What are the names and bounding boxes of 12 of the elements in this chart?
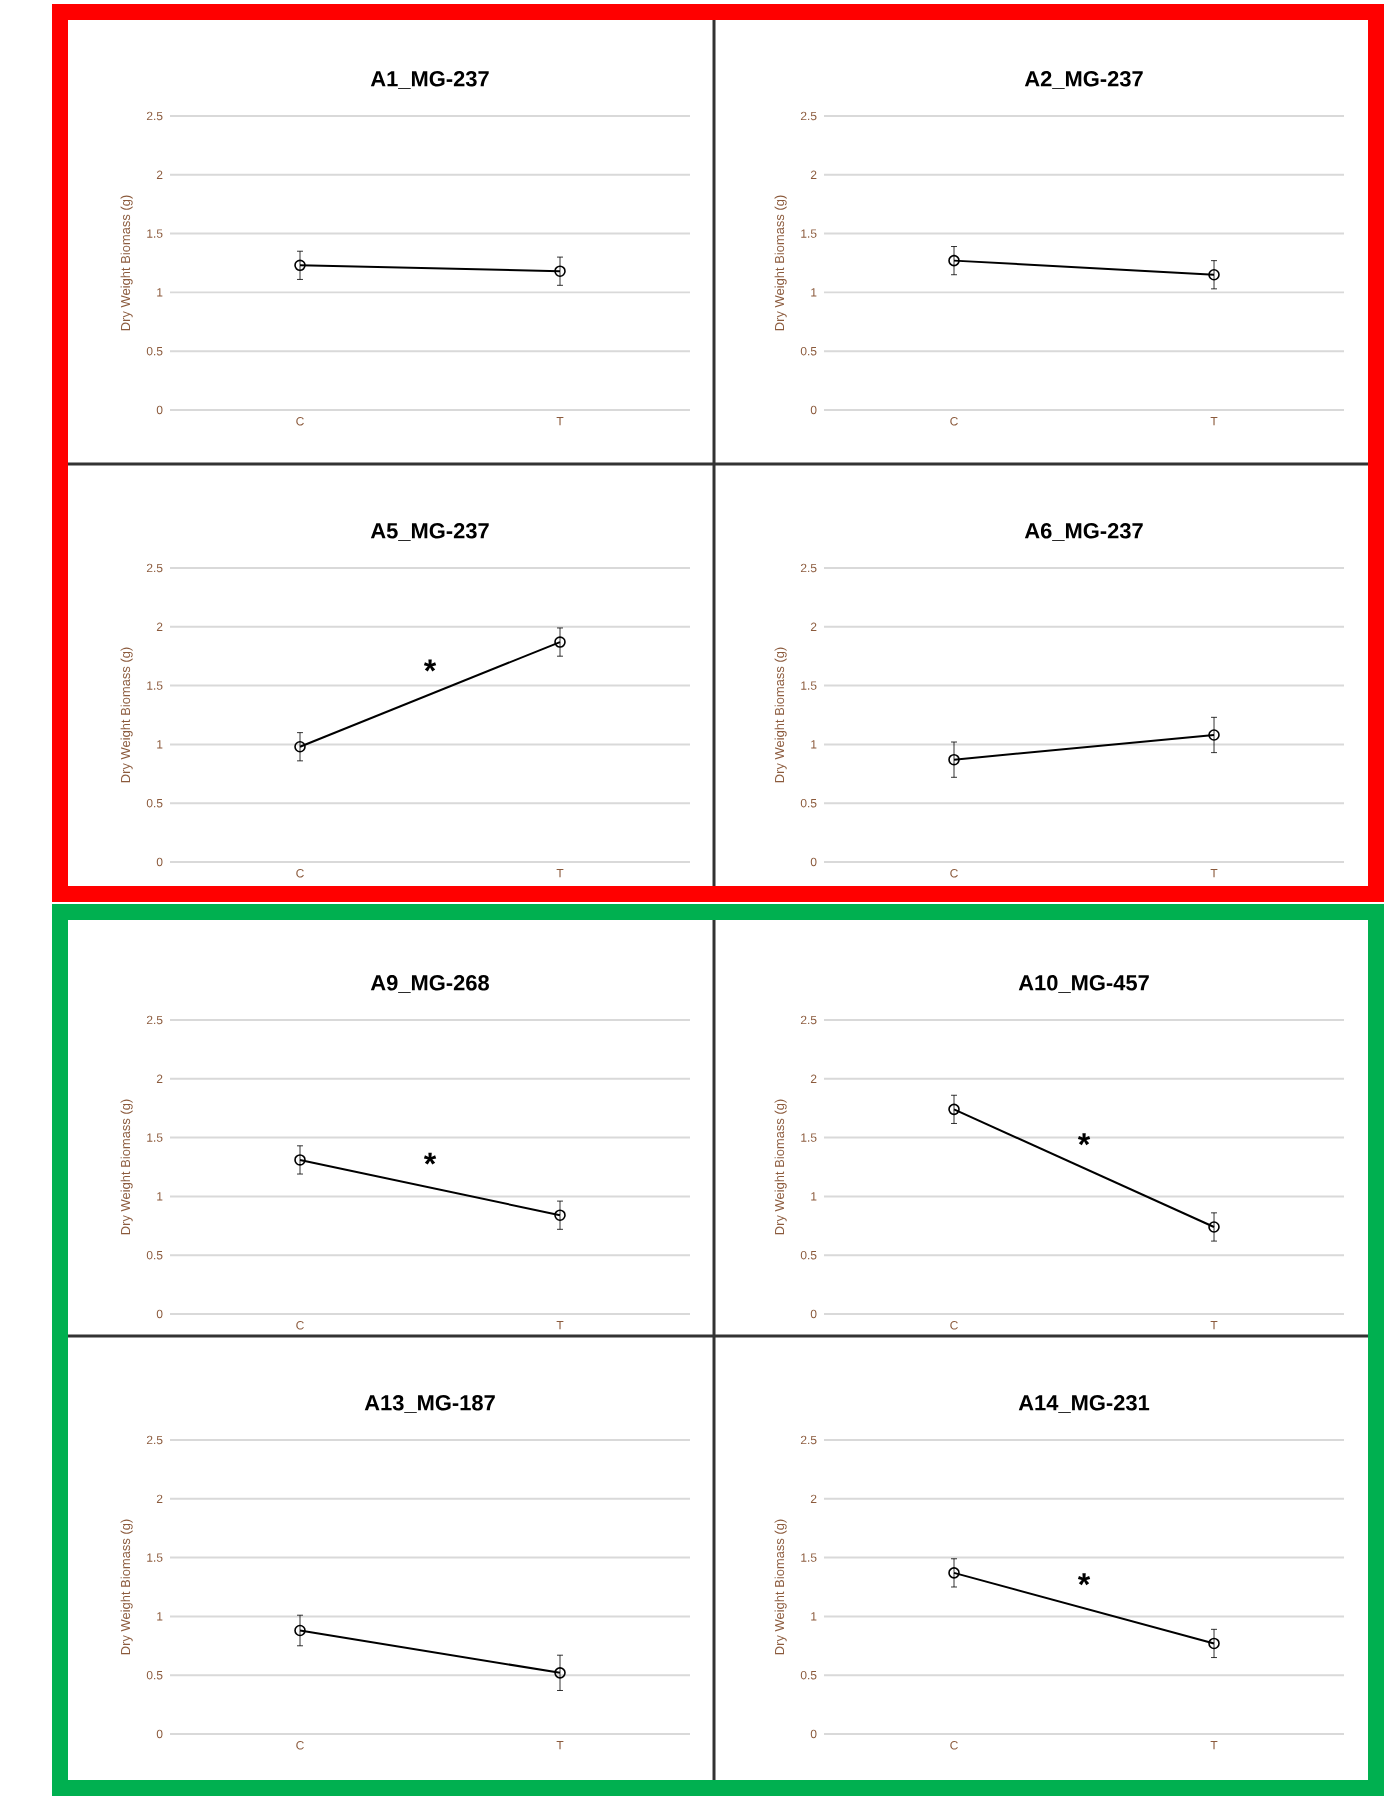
annotation: * [1077,1573,1091,1586]
chart-title: A5_MG-237 [370,523,489,541]
annotation: * [423,659,437,672]
chart-title: A1_MG-237 [370,71,489,89]
chart-title: A6_MG-237 [1024,523,1143,541]
chart-title: A14_MG-231 [1018,1395,1150,1414]
chart-title: A13_MG-187 [364,1395,495,1414]
chart-title: A9_MG-268 [370,975,489,994]
annotation: * [423,1152,437,1165]
annotation: * [1077,1133,1091,1146]
chart-title: A10_MG-457 [1018,975,1149,994]
chart-title: A2_MG-237 [1024,71,1143,89]
